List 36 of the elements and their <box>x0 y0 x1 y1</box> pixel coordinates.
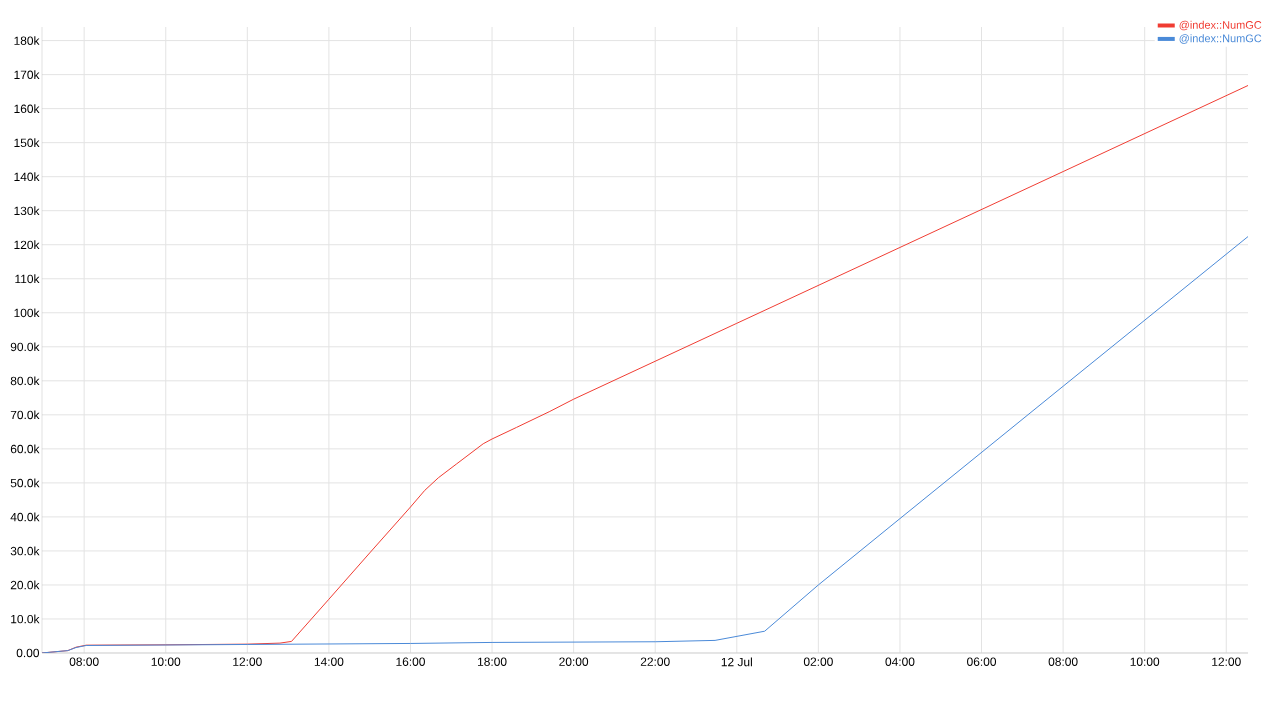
y-tick-label: 110k <box>15 274 40 284</box>
y-tick-label: 130k <box>14 206 40 216</box>
y-tick-label: 40.0k <box>10 512 40 522</box>
y-tick-label: 140k <box>14 172 40 182</box>
y-tick-label: 0.00 <box>16 648 40 658</box>
x-tick-label: 12:00 <box>233 657 262 666</box>
legend-label: @index::NumGC <box>1179 34 1262 44</box>
x-tick-label: 08:00 <box>69 657 99 666</box>
x-tick-label: 10:00 <box>151 657 181 666</box>
x-tick-label: 22:00 <box>640 657 670 666</box>
y-tick-label: 50.0k <box>10 478 40 488</box>
x-tick-label: 08:00 <box>1048 657 1078 666</box>
x-tick-label: 10:00 <box>1130 657 1160 666</box>
x-tick-label: 14:00 <box>314 657 344 666</box>
x-tick-label: 12:00 <box>1212 657 1241 666</box>
y-tick-label: 170k <box>14 70 40 79</box>
y-tick-label: 180k <box>14 36 40 45</box>
y-tick-label: 100k <box>14 308 40 318</box>
y-tick-label: 90.0k <box>10 342 40 352</box>
y-tick-label: 80.0k <box>10 376 40 386</box>
y-tick-label: 120k <box>14 240 40 250</box>
x-tick-label: 18:00 <box>478 657 507 666</box>
x-tick-label: 16:00 <box>396 657 425 666</box>
y-tick-label: 30.0k <box>10 546 40 556</box>
x-tick-label: 04:00 <box>885 657 915 666</box>
y-tick-label: 160k <box>14 104 40 114</box>
y-tick-label: 60.0k <box>10 444 40 454</box>
x-tick-label: 06:00 <box>967 657 997 666</box>
y-tick-label: 70.0k <box>10 410 40 420</box>
y-tick-label: 150k <box>14 138 40 148</box>
x-tick-label: 12 Jul <box>721 657 752 667</box>
legend-label: @index::NumGC <box>1179 20 1262 31</box>
x-tick-label: 20:00 <box>559 657 589 666</box>
x-tick-label: 02:00 <box>803 657 833 666</box>
y-tick-label: 10.0k <box>11 614 40 624</box>
y-tick-label: 20.0k <box>10 580 40 590</box>
